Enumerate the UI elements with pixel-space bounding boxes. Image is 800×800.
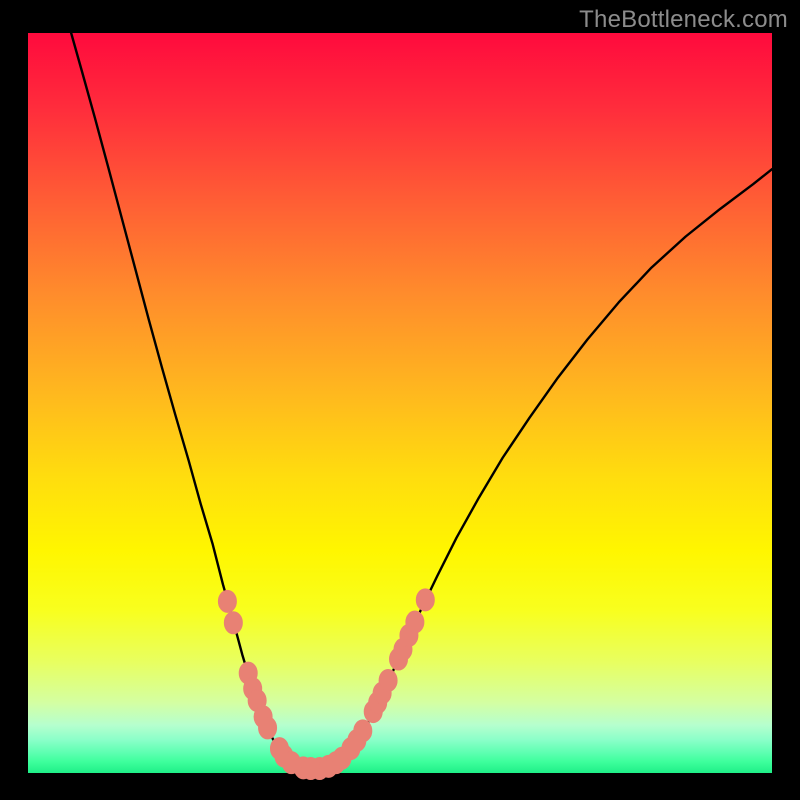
- watermark-text: TheBottleneck.com: [579, 6, 788, 34]
- marker-dot: [270, 738, 288, 760]
- marker-dot: [302, 758, 320, 780]
- marker-dot: [390, 648, 408, 670]
- marker-dot: [364, 701, 382, 723]
- marker-dot: [239, 662, 257, 684]
- marker-dot: [354, 720, 372, 742]
- marker-dot: [369, 692, 387, 714]
- marker-dot: [259, 717, 277, 739]
- marker-dot: [224, 612, 242, 634]
- marker-dot: [320, 755, 338, 777]
- curve-right-branch: [314, 169, 772, 769]
- marker-dot: [406, 611, 424, 633]
- marker-dot: [373, 682, 391, 704]
- marker-dot: [342, 738, 360, 760]
- curve-left-branch: [71, 33, 314, 769]
- marker-dot: [348, 729, 366, 751]
- marker-dot: [248, 689, 266, 711]
- marker-series: [218, 589, 434, 780]
- marker-dot: [333, 747, 351, 769]
- marker-dot: [294, 757, 312, 779]
- marker-dot: [400, 624, 418, 646]
- chart-svg: [0, 0, 800, 800]
- marker-dot: [311, 758, 329, 780]
- marker-dot: [282, 752, 300, 774]
- marker-dot: [327, 752, 345, 774]
- marker-dot: [244, 678, 262, 700]
- marker-dot: [379, 670, 397, 692]
- chart-container: TheBottleneck.com: [0, 0, 800, 800]
- marker-dot: [394, 638, 412, 660]
- marker-dot: [218, 590, 236, 612]
- marker-dot: [254, 706, 272, 728]
- marker-dot: [275, 745, 293, 767]
- marker-dot: [416, 589, 434, 611]
- plot-background: [28, 33, 772, 773]
